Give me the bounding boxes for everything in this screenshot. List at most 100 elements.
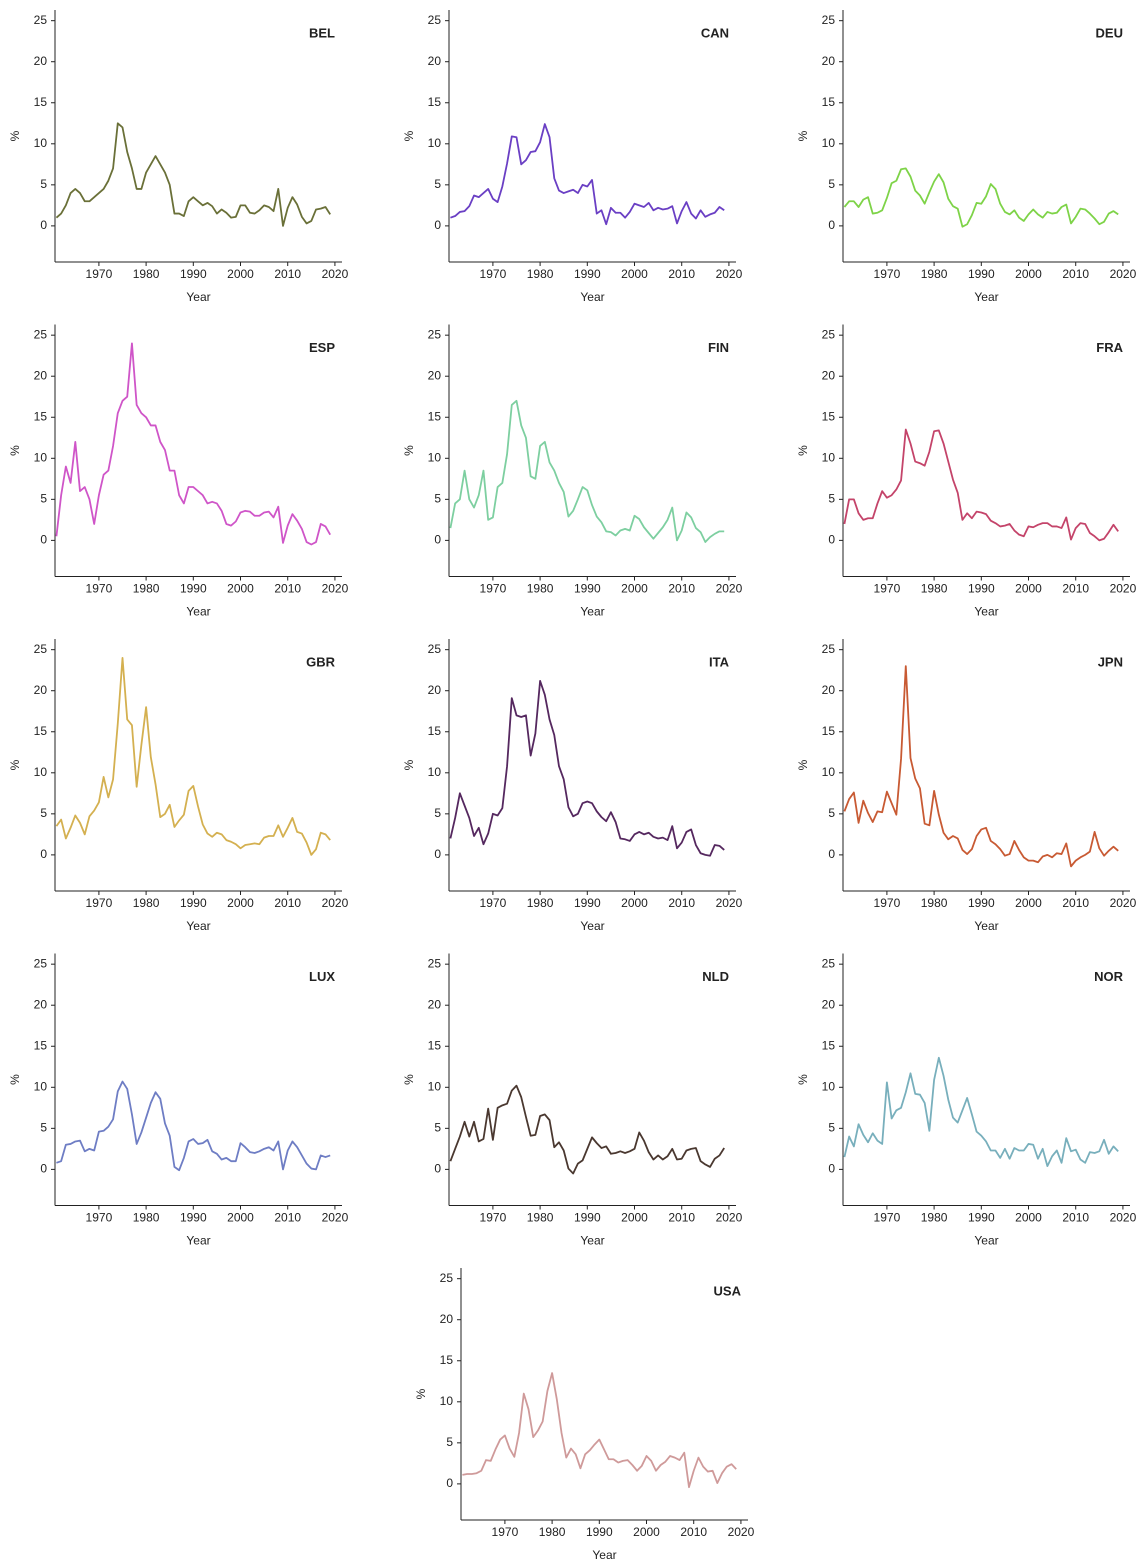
y-tick-label: 15 — [428, 409, 442, 423]
y-tick-label: 20 — [428, 997, 442, 1011]
y-tick-label: 15 — [822, 1038, 836, 1052]
panel-title: ESP — [309, 340, 335, 355]
x-tick-label: 1970 — [874, 1211, 901, 1225]
data-line — [55, 122, 331, 227]
x-tick-label: 2020 — [716, 1211, 743, 1225]
y-tick-label: 20 — [822, 683, 836, 697]
x-tick-label: 2000 — [621, 896, 648, 910]
x-tick-label: 1980 — [527, 582, 554, 596]
x-tick-label: 2010 — [1062, 1211, 1089, 1225]
x-tick-label: 1980 — [133, 582, 160, 596]
y-tick-label: 0 — [828, 847, 835, 861]
y-tick-label: 10 — [34, 450, 48, 464]
x-tick-label: 1990 — [968, 896, 995, 910]
panel: 0 5 10 15 20 25 1970 1980 1990 2000 2010 2020 Year% N… — [402, 953, 743, 1248]
x-tick-label: 2020 — [728, 1525, 755, 1539]
y-tick-label: 10 — [822, 1079, 836, 1093]
y-axis-label: % — [796, 130, 810, 141]
x-tick-label: 2000 — [1015, 1211, 1042, 1225]
y-tick-label: 5 — [40, 806, 47, 820]
x-tick-label: 2000 — [227, 1211, 254, 1225]
x-tick-label: 1980 — [539, 1525, 566, 1539]
y-axis-label: % — [402, 759, 416, 770]
x-tick-label: 1980 — [921, 267, 948, 281]
y-tick-label: 20 — [34, 54, 48, 68]
y-tick-label: 20 — [428, 54, 442, 68]
y-tick-label: 25 — [822, 13, 836, 27]
y-axis-label: % — [8, 130, 22, 141]
y-tick-label: 0 — [434, 1162, 441, 1176]
y-axis-label: % — [796, 445, 810, 456]
y-tick-label: 20 — [34, 368, 48, 382]
y-tick-label: 0 — [434, 218, 441, 232]
y-tick-label: 25 — [428, 327, 442, 341]
y-tick-label: 15 — [34, 409, 48, 423]
panel-title: FIN — [708, 340, 729, 355]
x-tick-label: 1980 — [921, 896, 948, 910]
panel-title: DEU — [1096, 25, 1123, 40]
x-tick-label: 2010 — [1062, 582, 1089, 596]
x-tick-label: 2010 — [274, 896, 301, 910]
y-axis-label: % — [796, 759, 810, 770]
x-tick-label: 1980 — [133, 267, 160, 281]
y-tick-label: 25 — [428, 642, 442, 656]
x-tick-label: 2000 — [227, 582, 254, 596]
panel: 0 5 10 15 20 25 1970 1980 1990 2000 2010 2020 Year% I… — [402, 639, 743, 933]
x-tick-label: 2010 — [668, 267, 695, 281]
panel: 0 5 10 15 20 25 1970 1980 1990 2000 2010 2020 Year% F… — [402, 324, 743, 619]
data-line — [449, 399, 725, 543]
x-tick-label: 2020 — [716, 267, 743, 281]
y-tick-label: 25 — [822, 642, 836, 656]
y-tick-label: 5 — [828, 177, 835, 191]
panel: 0 5 10 15 20 25 1970 1980 1990 2000 2010 2020 Year% C… — [402, 10, 743, 304]
x-tick-label: 1980 — [527, 267, 554, 281]
x-tick-label: 1990 — [180, 1211, 207, 1225]
y-tick-label: 10 — [428, 1079, 442, 1093]
data-line — [55, 342, 331, 546]
x-tick-label: 1970 — [480, 1211, 507, 1225]
data-line — [843, 1056, 1119, 1167]
y-tick-label: 20 — [428, 368, 442, 382]
y-tick-label: 25 — [34, 642, 48, 656]
y-tick-label: 10 — [34, 765, 48, 779]
x-tick-label: 1970 — [86, 267, 113, 281]
x-axis-label: Year — [186, 605, 210, 619]
x-tick-label: 2000 — [227, 267, 254, 281]
x-tick-label: 1990 — [968, 267, 995, 281]
x-tick-label: 2020 — [1110, 582, 1137, 596]
y-tick-label: 15 — [34, 1038, 48, 1052]
x-axis-label: Year — [974, 1234, 998, 1248]
y-axis-label: % — [8, 445, 22, 456]
x-tick-label: 2020 — [1110, 896, 1137, 910]
x-tick-label: 1990 — [180, 582, 207, 596]
x-tick-label: 2000 — [227, 896, 254, 910]
panel-title: FRA — [1096, 340, 1123, 355]
panel: 0 5 10 15 20 25 1970 1980 1990 2000 2010 2020 Year% N… — [796, 953, 1137, 1248]
panel-title: NOR — [1094, 969, 1124, 984]
y-tick-label: 15 — [822, 724, 836, 738]
x-tick-label: 2020 — [322, 267, 349, 281]
y-tick-label: 10 — [822, 450, 836, 464]
x-tick-label: 1990 — [968, 582, 995, 596]
y-tick-label: 5 — [828, 492, 835, 506]
panel-title: GBR — [306, 654, 336, 669]
x-tick-label: 1970 — [492, 1525, 519, 1539]
y-tick-label: 25 — [428, 956, 442, 970]
y-axis-label: % — [8, 759, 22, 770]
x-axis-label: Year — [974, 919, 998, 933]
y-axis-label: % — [402, 445, 416, 456]
y-tick-label: 10 — [822, 765, 836, 779]
x-tick-label: 1990 — [586, 1525, 613, 1539]
y-tick-label: 25 — [440, 1271, 454, 1285]
y-tick-label: 5 — [446, 1435, 453, 1449]
x-tick-label: 1990 — [574, 896, 601, 910]
x-axis-label: Year — [186, 919, 210, 933]
y-tick-label: 0 — [434, 847, 441, 861]
x-tick-label: 1970 — [480, 267, 507, 281]
x-axis-label: Year — [580, 919, 604, 933]
panel-title: ITA — [709, 654, 730, 669]
x-tick-label: 1970 — [86, 896, 113, 910]
x-tick-label: 1980 — [133, 1211, 160, 1225]
y-tick-label: 20 — [822, 997, 836, 1011]
